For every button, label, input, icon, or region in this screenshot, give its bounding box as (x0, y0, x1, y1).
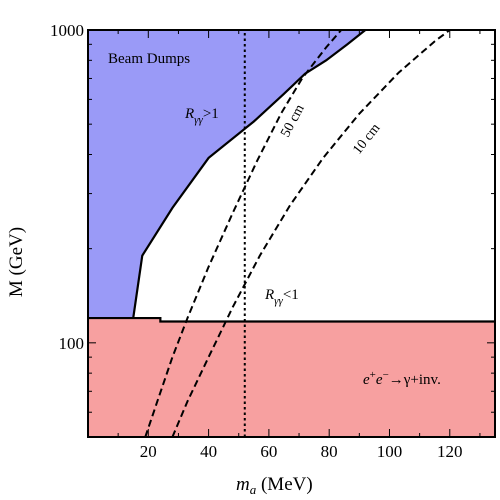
collider-region (88, 318, 495, 437)
x-tick-label: 60 (260, 442, 277, 461)
curves (144, 29, 451, 438)
x-tick-label: 20 (140, 442, 157, 461)
x-tick-label: 100 (377, 442, 403, 461)
curve-50cm (144, 29, 342, 438)
y-tick-label: 100 (59, 334, 85, 353)
collider-boundary (88, 316, 495, 323)
curve-10cm (171, 29, 451, 438)
curve-50cm-label: 50 cm (278, 102, 308, 140)
x-tick-label: 120 (437, 442, 463, 461)
beam-dumps-label: Beam Dumps (108, 51, 190, 67)
x-axis-title: ma (MeV) (236, 474, 313, 497)
regions (88, 29, 495, 437)
r-lt-label: Rγγ<1 (264, 287, 299, 307)
curve-10cm-label: 10 cm (350, 121, 383, 158)
x-tick-label: 80 (321, 442, 338, 461)
ticks: 20 40 60 80 100 120 100 1000 (50, 21, 495, 461)
beam-dumps-boundary (132, 29, 367, 319)
beam-dumps-region (88, 30, 366, 319)
y-axis-title: M (GeV) (6, 227, 27, 297)
collider-label: e+e−→γ+inv. (363, 369, 441, 388)
plot-frame (87, 29, 496, 438)
r-gt-label: Rγγ>1 (184, 106, 219, 126)
y-tick-label: 1000 (50, 21, 84, 40)
x-tick-label: 40 (200, 442, 217, 461)
